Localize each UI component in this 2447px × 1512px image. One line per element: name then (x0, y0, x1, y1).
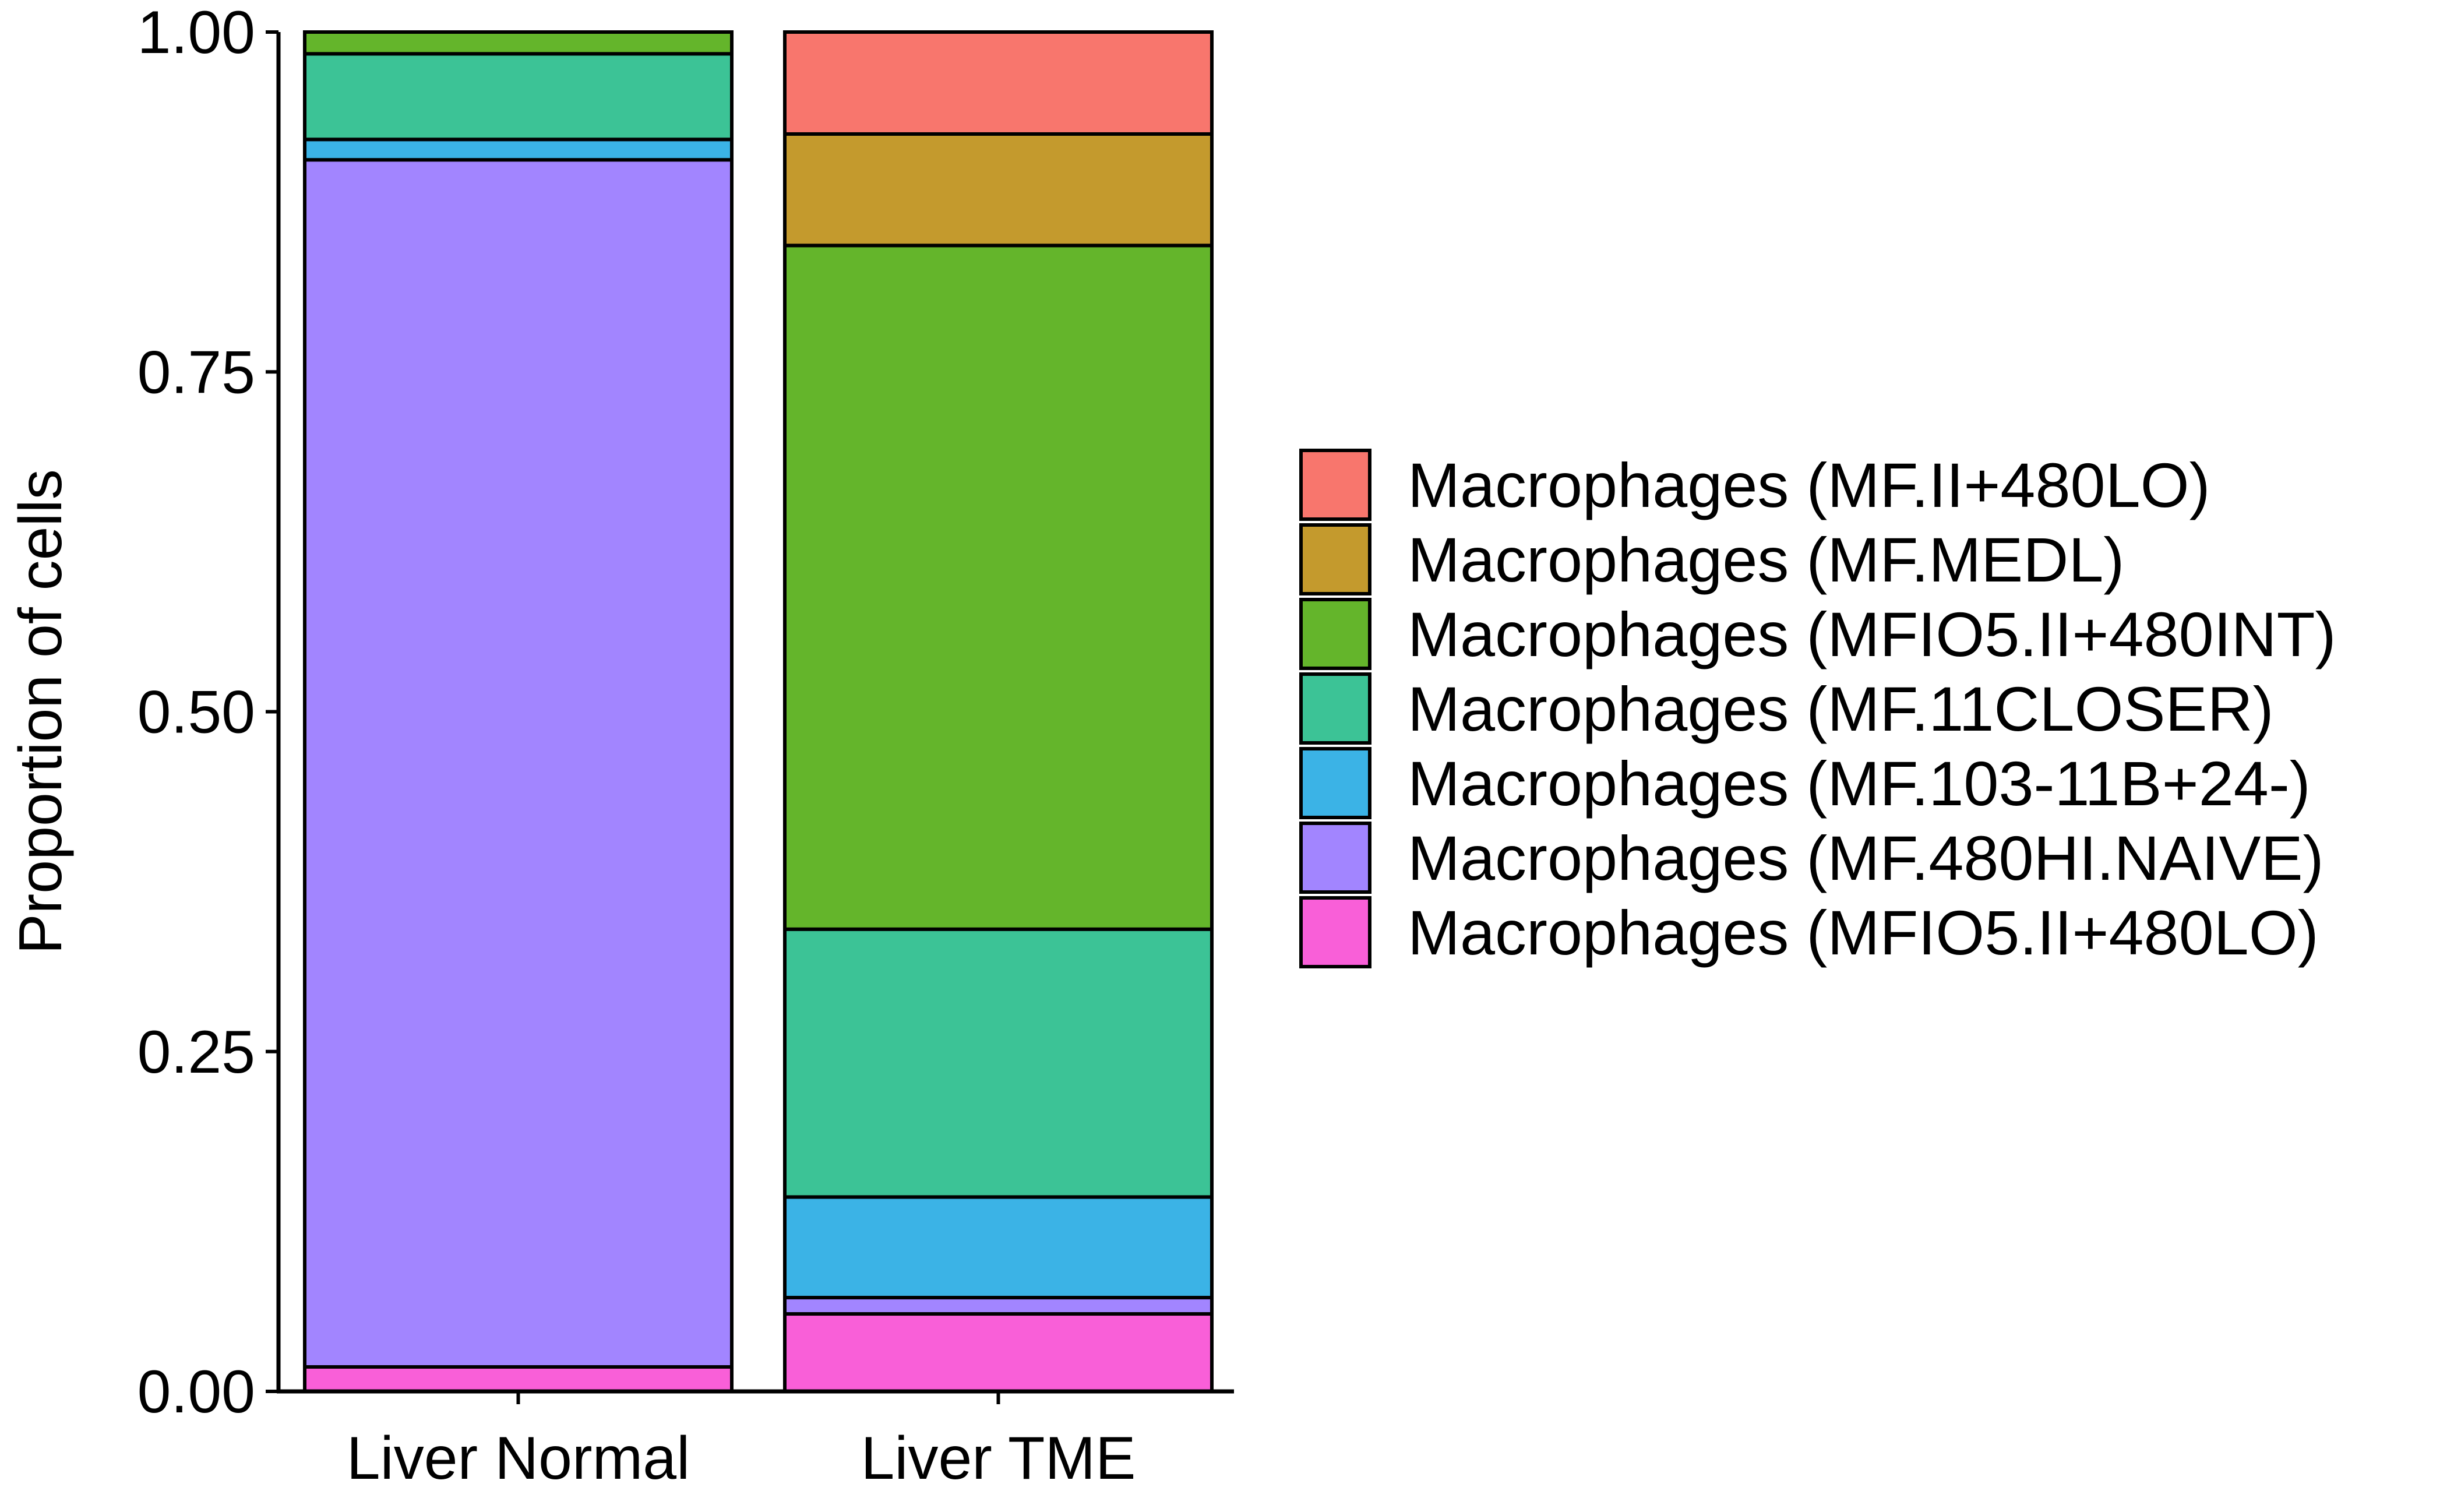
bar-segment (783, 927, 1214, 1199)
legend-key (1299, 523, 1371, 595)
legend-key (1299, 449, 1371, 521)
y-tick-label: 0.75 (137, 339, 255, 406)
legend-label: Macrophages (MF.II+480LO) (1408, 450, 2210, 520)
bars-layer (303, 30, 1214, 1394)
bar-segment (303, 138, 734, 162)
bar-segment (783, 132, 1214, 248)
x-tick-label: Liver TME (861, 1425, 1136, 1492)
legend-label: Macrophages (MF.480HI.NAIVE) (1408, 823, 2324, 893)
y-tick-label: 0.25 (137, 1018, 255, 1086)
bar-segment (303, 1365, 734, 1394)
y-axis-title: Proportion of cells (7, 469, 75, 954)
bar-segment (783, 244, 1214, 931)
y-tick-label: 0.50 (137, 679, 255, 746)
bar-segment (783, 1195, 1214, 1300)
legend-key (1299, 896, 1371, 968)
bar-segment (303, 158, 734, 1369)
legend-label: Macrophages (MF.MEDL) (1408, 524, 2124, 595)
legend-label: Macrophages (MFIO5.II+480INT) (1408, 599, 2336, 669)
bar-segment (303, 52, 734, 142)
legend-key (1299, 747, 1371, 819)
bar-segment (783, 1312, 1214, 1394)
legend-label: Macrophages (MFIO5.II+480LO) (1408, 897, 2319, 968)
legend-label: Macrophages (MF.103-11B+24-) (1408, 748, 2311, 819)
legend-key (1299, 822, 1371, 894)
bar-segment (783, 30, 1214, 136)
legend-key (1299, 598, 1371, 670)
y-tick-label: 0.00 (137, 1358, 255, 1426)
legend-key (1299, 672, 1371, 745)
x-tick-label: Liver Normal (347, 1425, 690, 1492)
legend: Macrophages (MF.II+480LO)Macrophages (MF… (1299, 449, 2336, 968)
bar-segment (303, 30, 734, 56)
y-tick-label: 1.00 (137, 0, 255, 66)
axes-layer: Liver Normal Liver TME 0.00 0.25 0.50 0.75 1.0… (137, 0, 1234, 1492)
legend-label: Macrophages (MF.11CLOSER) (1408, 674, 2274, 744)
bar-segment (783, 1296, 1214, 1316)
